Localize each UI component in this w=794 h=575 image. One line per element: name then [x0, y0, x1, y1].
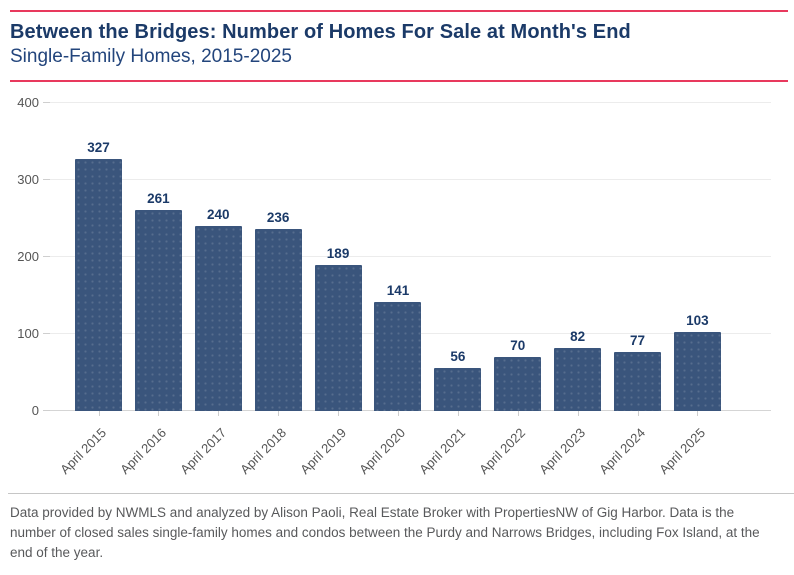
bar — [254, 229, 302, 411]
x-tick-label: April 2025 — [656, 424, 709, 477]
x-tick-label: April 2015 — [57, 424, 110, 477]
x-tick-label: April 2017 — [176, 424, 229, 477]
top-accent-rule — [10, 10, 788, 12]
x-label-cell: April 2023 — [536, 410, 601, 487]
bar — [194, 226, 242, 411]
gridline-200 — [50, 255, 771, 257]
x-tick-label: April 2022 — [476, 424, 529, 477]
chart-page: Between the Bridges: Number of Homes For… — [0, 10, 794, 575]
bar-group-april-2020: 141 — [374, 103, 422, 411]
bar — [614, 351, 662, 411]
x-tick-mark — [218, 410, 220, 416]
x-tick-mark — [278, 410, 280, 416]
bar — [134, 209, 182, 411]
x-tick-label: April 2019 — [296, 424, 349, 477]
bar-group-april-2016: 261 — [134, 103, 182, 411]
y-tick-mark-200 — [43, 255, 50, 257]
x-tick-mark — [577, 410, 579, 416]
x-tick-label: April 2018 — [236, 424, 289, 477]
y-tick-label-300: 300 — [17, 171, 39, 187]
x-tick-label: April 2024 — [596, 424, 649, 477]
x-tick-mark — [457, 410, 459, 416]
bar — [314, 265, 362, 411]
x-label-cell: April 2022 — [476, 410, 541, 487]
x-label-cell: April 2016 — [117, 410, 182, 487]
bar-group-april-2023: 82 — [554, 103, 602, 411]
bar — [374, 302, 422, 411]
chart-title: Between the Bridges: Number of Homes For… — [10, 21, 631, 43]
bar — [434, 367, 482, 411]
bar — [554, 347, 602, 411]
plot-area: 0 100 200 300 400 327 261 240 236 189 141 56 70 82 77 1… — [17, 95, 771, 417]
bar-group-april-2022: 70 — [494, 103, 542, 411]
y-tick-mark-400 — [43, 101, 50, 103]
bar-value-label: 141 — [386, 283, 410, 299]
bar-value-label: 103 — [686, 312, 709, 328]
bars-container: 327 261 240 236 189 141 56 70 82 77 103 — [75, 103, 721, 411]
bar-value-label: 70 — [510, 337, 526, 353]
bar-value-label: 240 — [207, 207, 230, 223]
x-tick-label: April 2023 — [536, 424, 589, 477]
bar-value-label: 236 — [266, 210, 290, 226]
bar-value-label: 189 — [326, 246, 350, 262]
gridline-300 — [50, 178, 771, 180]
y-tick-mark-300 — [43, 178, 50, 180]
bar-value-label: 77 — [630, 332, 646, 348]
bar-value-label: 56 — [450, 348, 466, 364]
bar-group-april-2017: 240 — [194, 103, 242, 411]
y-tick-label-0: 0 — [31, 402, 39, 418]
x-label-cell: April 2015 — [57, 410, 122, 487]
x-label-cell: April 2018 — [237, 410, 302, 487]
x-label-cell: April 2021 — [416, 410, 481, 487]
bar-value-label: 327 — [87, 140, 110, 156]
x-tick-mark — [697, 410, 699, 416]
x-label-cell: April 2019 — [297, 410, 362, 487]
bar-group-april-2018: 236 — [254, 103, 302, 411]
y-tick-label-200: 200 — [17, 248, 39, 264]
bar-group-april-2015: 327 — [75, 103, 122, 411]
y-tick-mark-0 — [43, 409, 50, 411]
x-tick-mark — [517, 410, 519, 416]
y-tick-mark-100 — [43, 332, 50, 334]
bar — [75, 159, 122, 411]
bar — [494, 356, 542, 411]
x-label-cell: April 2020 — [357, 410, 421, 487]
x-tick-label: April 2020 — [356, 424, 409, 477]
source-note: Data provided by NWMLS and analyzed by A… — [10, 504, 760, 561]
y-tick-label-400: 400 — [17, 94, 39, 110]
gridline-400 — [50, 101, 771, 103]
bar-chart: 0 100 200 300 400 327 261 240 236 189 141 56 70 82 77 1… — [0, 95, 794, 487]
bar-group-april-2021: 56 — [434, 103, 482, 411]
x-tick-mark — [158, 410, 160, 416]
x-tick-mark — [637, 410, 639, 416]
x-label-cell: April 2025 — [656, 410, 721, 487]
bar-value-label: 261 — [147, 190, 170, 206]
x-label-cell: April 2017 — [177, 410, 242, 487]
x-label-cell: April 2024 — [596, 410, 661, 487]
y-tick-label-100: 100 — [17, 325, 39, 341]
bar-value-label: 82 — [570, 328, 586, 344]
x-tick-label: April 2016 — [116, 424, 169, 477]
bar-group-april-2024: 77 — [614, 103, 662, 411]
bar-group-april-2019: 189 — [314, 103, 362, 411]
bar-group-april-2025: 103 — [673, 103, 721, 411]
x-axis-labels: April 2015 April 2016 April 2017 April 2018… — [57, 410, 721, 487]
x-tick-mark — [338, 410, 340, 416]
x-tick-mark — [397, 410, 399, 416]
footer-divider — [8, 492, 794, 494]
bar — [673, 331, 721, 411]
mid-accent-rule — [10, 79, 788, 82]
x-tick-label: April 2021 — [416, 424, 469, 477]
x-tick-mark — [98, 410, 100, 416]
chart-subtitle: Single-Family Homes, 2015-2025 — [10, 46, 292, 67]
